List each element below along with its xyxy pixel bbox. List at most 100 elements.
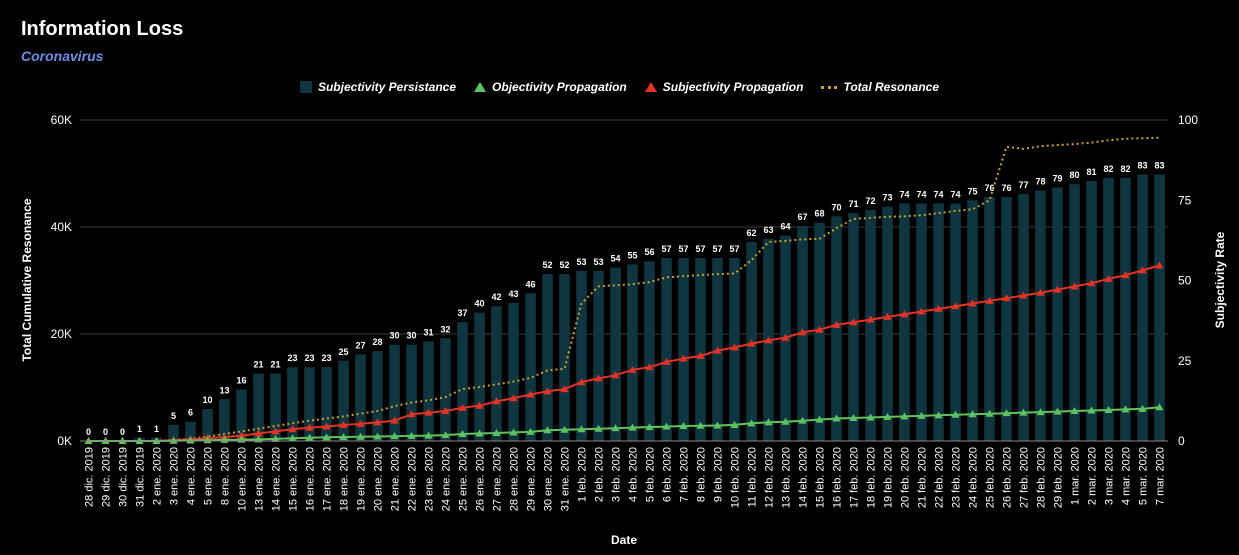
bar[interactable] — [1001, 197, 1012, 441]
objectivity-propagation-point[interactable] — [628, 423, 637, 431]
subjectivity-propagation-point[interactable] — [509, 394, 518, 402]
objectivity-propagation-point[interactable] — [594, 424, 603, 432]
bar[interactable] — [236, 389, 247, 441]
objectivity-propagation-point[interactable] — [934, 411, 943, 419]
subjectivity-propagation-point[interactable] — [407, 410, 416, 418]
objectivity-propagation-point[interactable] — [1019, 408, 1028, 416]
objectivity-propagation-point[interactable] — [611, 424, 620, 432]
subjectivity-propagation-point[interactable] — [594, 374, 603, 382]
bar[interactable] — [1052, 187, 1063, 441]
objectivity-propagation-point[interactable] — [526, 427, 535, 435]
subjectivity-propagation-point[interactable] — [441, 407, 450, 415]
objectivity-propagation-point[interactable] — [645, 423, 654, 431]
subjectivity-propagation-point[interactable] — [832, 320, 841, 328]
subjectivity-propagation-point[interactable] — [458, 403, 467, 411]
subjectivity-propagation-point[interactable] — [271, 427, 280, 435]
subjectivity-propagation-point[interactable] — [713, 346, 722, 354]
subjectivity-propagation-point[interactable] — [1104, 274, 1113, 282]
objectivity-propagation-point[interactable] — [849, 413, 858, 421]
bar[interactable] — [1035, 190, 1046, 441]
objectivity-propagation-point[interactable] — [713, 421, 722, 429]
objectivity-propagation-point[interactable] — [373, 432, 382, 440]
objectivity-propagation-point[interactable] — [696, 421, 705, 429]
bar[interactable] — [950, 203, 961, 441]
subjectivity-propagation-point[interactable] — [254, 429, 263, 437]
objectivity-propagation-point[interactable] — [985, 409, 994, 417]
subjectivity-propagation-point[interactable] — [577, 378, 586, 386]
objectivity-propagation-point[interactable] — [968, 410, 977, 418]
bar[interactable] — [576, 270, 587, 441]
bar[interactable] — [219, 399, 230, 441]
objectivity-propagation-point[interactable] — [543, 426, 552, 434]
objectivity-propagation-point[interactable] — [441, 431, 450, 439]
objectivity-propagation-point[interactable] — [458, 430, 467, 438]
bar[interactable] — [372, 351, 383, 441]
bar[interactable] — [542, 274, 553, 441]
bar[interactable] — [967, 200, 978, 441]
bar[interactable] — [610, 267, 621, 441]
subjectivity-propagation-point[interactable] — [1087, 279, 1096, 287]
subjectivity-propagation-point[interactable] — [747, 339, 756, 347]
objectivity-propagation-point[interactable] — [1036, 408, 1045, 416]
subjectivity-propagation-point[interactable] — [628, 365, 637, 373]
objectivity-propagation-point[interactable] — [1002, 409, 1011, 417]
subjectivity-propagation-point[interactable] — [883, 312, 892, 320]
bar[interactable] — [185, 421, 196, 441]
objectivity-propagation-point[interactable] — [662, 422, 671, 430]
subjectivity-propagation-point[interactable] — [305, 423, 314, 431]
bar[interactable] — [848, 213, 859, 441]
subjectivity-propagation-point[interactable] — [390, 416, 399, 424]
bar[interactable] — [593, 270, 604, 441]
objectivity-propagation-point[interactable] — [883, 412, 892, 420]
objectivity-propagation-point[interactable] — [798, 416, 807, 424]
bar[interactable] — [508, 302, 519, 441]
subjectivity-propagation-point[interactable] — [339, 420, 348, 428]
bar[interactable] — [474, 312, 485, 441]
objectivity-propagation-point[interactable] — [900, 412, 909, 420]
objectivity-propagation-point[interactable] — [407, 431, 416, 439]
subjectivity-propagation-point[interactable] — [645, 363, 654, 371]
objectivity-propagation-point[interactable] — [679, 422, 688, 430]
objectivity-propagation-point[interactable] — [747, 419, 756, 427]
subjectivity-propagation-point[interactable] — [679, 354, 688, 362]
bar[interactable] — [899, 203, 910, 441]
objectivity-propagation-point[interactable] — [305, 433, 314, 441]
bar[interactable] — [253, 373, 264, 441]
subjectivity-propagation-point[interactable] — [798, 328, 807, 336]
bar[interactable] — [457, 322, 468, 441]
subjectivity-propagation-point[interactable] — [560, 385, 569, 393]
objectivity-propagation-point[interactable] — [390, 432, 399, 440]
bar[interactable] — [270, 373, 281, 441]
bar[interactable] — [1120, 177, 1131, 441]
subjectivity-propagation-point[interactable] — [237, 431, 246, 439]
subjectivity-propagation-point[interactable] — [288, 425, 297, 433]
subjectivity-propagation-point[interactable] — [492, 397, 501, 405]
objectivity-propagation-point[interactable] — [815, 415, 824, 423]
subjectivity-propagation-point[interactable] — [1138, 266, 1147, 274]
subjectivity-propagation-point[interactable] — [1019, 291, 1028, 299]
subjectivity-propagation-point[interactable] — [968, 299, 977, 307]
bar[interactable] — [1018, 193, 1029, 441]
bar[interactable] — [1137, 174, 1148, 441]
subjectivity-propagation-point[interactable] — [1002, 294, 1011, 302]
subjectivity-propagation-point[interactable] — [662, 357, 671, 365]
bar[interactable] — [423, 341, 434, 441]
objectivity-propagation-point[interactable] — [1155, 403, 1164, 411]
bar[interactable] — [882, 206, 893, 441]
legend-item-subjectivity-propagation[interactable]: Subjectivity Propagation — [644, 80, 803, 94]
bar[interactable] — [678, 258, 689, 441]
subjectivity-propagation-line[interactable] — [88, 264, 1160, 442]
bar[interactable] — [389, 344, 400, 441]
subjectivity-propagation-point[interactable] — [985, 296, 994, 304]
objectivity-propagation-point[interactable] — [169, 436, 178, 444]
objectivity-propagation-point[interactable] — [492, 428, 501, 436]
subjectivity-propagation-point[interactable] — [1053, 285, 1062, 293]
bar[interactable] — [321, 367, 332, 441]
subjectivity-propagation-point[interactable] — [543, 387, 552, 395]
bar[interactable] — [355, 354, 366, 441]
bar[interactable] — [1069, 184, 1080, 441]
objectivity-propagation-point[interactable] — [186, 436, 195, 444]
subjectivity-propagation-point[interactable] — [900, 310, 909, 318]
bar[interactable] — [287, 367, 298, 441]
subjectivity-propagation-point[interactable] — [322, 422, 331, 430]
